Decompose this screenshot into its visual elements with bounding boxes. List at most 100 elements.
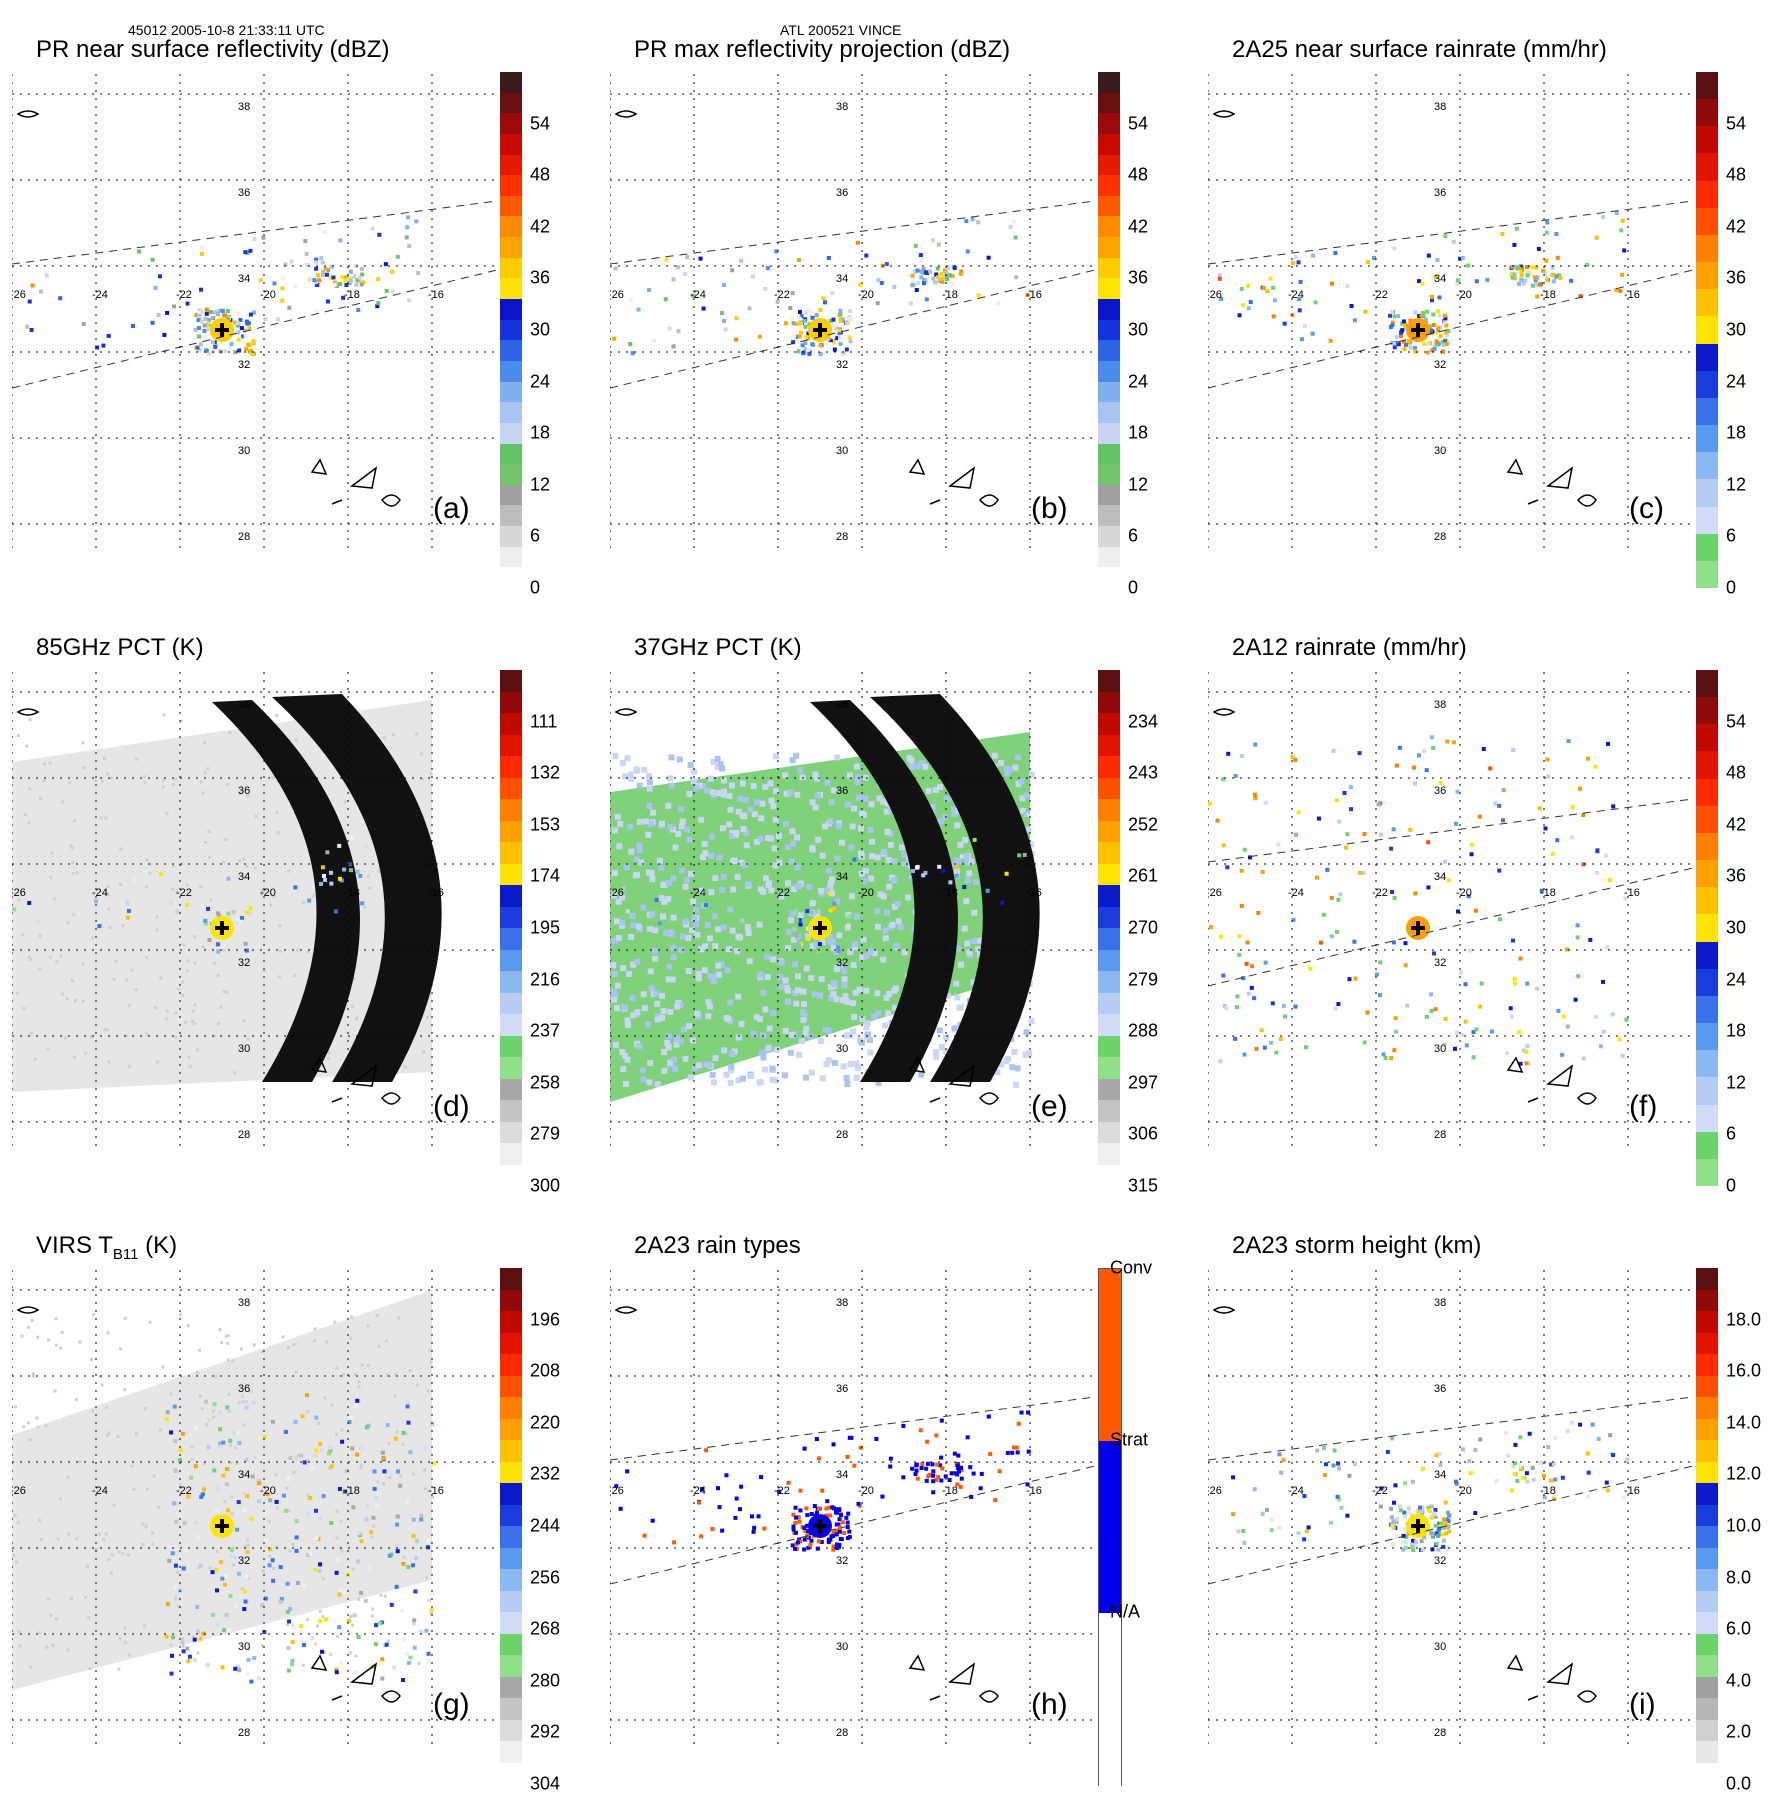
colorbar-segment <box>1098 113 1120 135</box>
rain-pixel <box>1231 1512 1236 1517</box>
swath-pixel <box>165 811 169 815</box>
swath-pixel <box>933 1053 940 1060</box>
rain-pixel <box>1445 739 1450 744</box>
swath-pixel <box>874 923 881 930</box>
rain-pixel <box>243 250 248 255</box>
rain-pixel <box>356 308 361 313</box>
colorbar-segment <box>500 484 522 506</box>
rain-pixel <box>1329 895 1334 900</box>
rain-pixel <box>654 897 659 902</box>
swath-pixel <box>285 1486 289 1490</box>
colorbar-segment <box>1098 971 1120 993</box>
longitude-label: -16 <box>428 887 444 899</box>
colorbar-tick-label: 42 <box>1726 216 1747 237</box>
swath-pixel <box>822 1026 829 1033</box>
rain-pixel <box>1544 230 1549 235</box>
colorbar-segment <box>500 1719 522 1742</box>
rain-pixel <box>1395 1516 1400 1521</box>
swath-pixel <box>889 921 896 928</box>
rain-pixel <box>1421 314 1426 319</box>
swath-pixel <box>134 988 138 992</box>
rain-pixel <box>1485 277 1490 282</box>
swath-pixel <box>1003 765 1010 772</box>
swath-pixel <box>868 875 875 882</box>
swath-pixel <box>323 1396 327 1400</box>
rain-pixel <box>239 919 244 924</box>
rain-pixel <box>1237 934 1242 939</box>
colorbar-tick-label: 16.0 <box>1726 1360 1762 1381</box>
swath-pixel <box>619 922 626 929</box>
swath-pixel <box>165 1017 169 1021</box>
colorbar-segment <box>500 1332 522 1355</box>
swath-pixel <box>175 890 179 894</box>
rain-pixel <box>618 1506 623 1511</box>
rain-pixel <box>206 325 211 330</box>
rain-pixel <box>271 1578 276 1583</box>
colorbar-tick-label: 6 <box>530 525 541 546</box>
rain-pixel <box>1379 832 1384 837</box>
rain-pixel <box>845 1454 850 1459</box>
rain-pixel <box>838 342 843 347</box>
rain-pixel <box>126 908 131 913</box>
rain-pixel <box>210 1570 215 1575</box>
swath-pixel <box>91 1409 95 1413</box>
swath-pixel <box>336 1634 340 1638</box>
rain-pixel <box>1625 1457 1630 1462</box>
colorbar-segment <box>1696 724 1718 752</box>
swath-pixel <box>707 935 714 942</box>
rain-pixel <box>263 1510 268 1515</box>
rain-pixel <box>797 258 802 263</box>
swath-pixel <box>54 1617 58 1621</box>
rain-pixel <box>1511 1464 1516 1469</box>
rain-pixel <box>810 342 815 347</box>
coastline <box>310 458 401 507</box>
swath-pixel <box>106 1331 110 1335</box>
swath-pixel <box>668 782 675 789</box>
swath-pixel <box>391 733 395 737</box>
swath-pixel <box>26 1421 30 1425</box>
rain-pixel <box>798 1508 803 1513</box>
rain-pixel <box>252 1656 257 1661</box>
rain-pixel <box>237 348 242 353</box>
swath-pixel <box>808 974 815 981</box>
rain-pixel <box>978 1486 983 1491</box>
rain-pixel <box>831 1442 836 1447</box>
swath-pixel <box>15 1560 19 1564</box>
swath-pixel <box>135 757 139 761</box>
swath-pixel <box>372 1524 376 1528</box>
swath-pixel <box>126 902 130 906</box>
swath-pixel <box>47 1338 51 1342</box>
colorbar-tick-label: 54 <box>530 113 551 134</box>
rain-pixel <box>1399 1508 1404 1513</box>
rain-pixel <box>1404 1545 1409 1550</box>
swath-pixel <box>647 968 654 975</box>
swath-pixel <box>682 883 689 890</box>
rain-pixel <box>196 326 201 331</box>
rain-pixel <box>275 317 280 322</box>
swath-pixel <box>88 1667 92 1671</box>
swath-pixel <box>646 925 653 932</box>
rain-pixel <box>360 272 365 277</box>
rain-pixel <box>1445 333 1450 338</box>
rain-pixel <box>1237 313 1242 318</box>
rain-pixel <box>901 1475 906 1480</box>
latitude-label: 30 <box>836 1043 848 1055</box>
swath-pixel <box>148 872 152 876</box>
longitude-label: -20 <box>260 887 276 899</box>
swath-pixel <box>882 935 889 942</box>
rain-pixel <box>803 340 808 345</box>
swath-pixel <box>863 1023 870 1030</box>
swath-pixel <box>667 1059 674 1066</box>
coastline <box>16 1306 40 1314</box>
colorbar-tick-label: 48 <box>530 164 551 185</box>
swath-pixel <box>823 1061 830 1068</box>
rain-pixel <box>192 1657 197 1662</box>
rain-pixel <box>361 280 366 285</box>
rain-pixel <box>824 1506 829 1511</box>
swath-pixel <box>74 1398 78 1402</box>
rain-pixel <box>809 1538 814 1543</box>
colorbar-segment <box>500 1268 522 1290</box>
swath-pixel <box>705 999 712 1006</box>
swath-pixel <box>638 859 645 866</box>
colorbar-segment <box>500 464 522 486</box>
